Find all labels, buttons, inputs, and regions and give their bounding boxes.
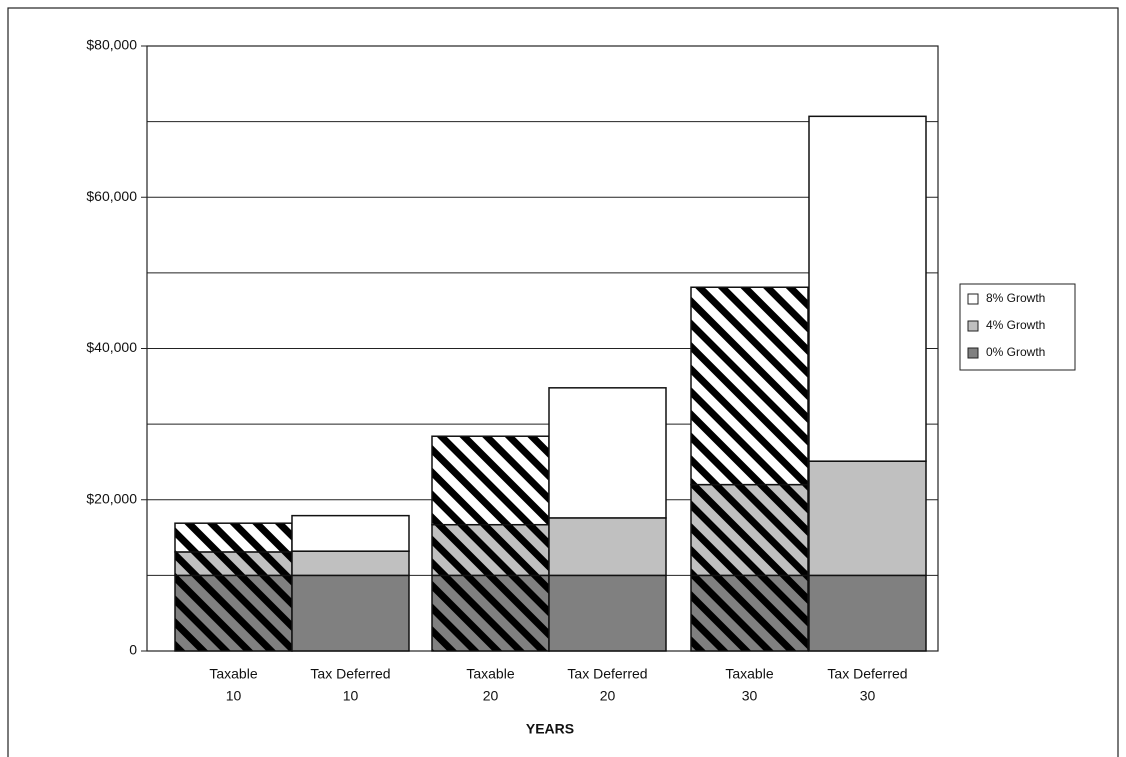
x-tick-label: 10 (343, 688, 359, 704)
x-tick-label: Tax Deferred (827, 666, 907, 682)
y-tick-label: 0 (129, 642, 137, 658)
x-tick-label: Tax Deferred (310, 666, 390, 682)
x-tick-label: 20 (483, 688, 499, 704)
bar-segment (174, 522, 293, 553)
legend-label: 0% Growth (986, 345, 1045, 359)
bar-segment (431, 435, 550, 526)
y-tick-label: $20,000 (86, 490, 137, 506)
bar-segment (291, 514, 410, 552)
bar-segment (291, 550, 410, 577)
bar-segment (808, 115, 927, 462)
legend-swatch (967, 347, 979, 359)
bar-segment (808, 574, 927, 652)
x-axis-title: YEARS (526, 721, 574, 737)
y-tick-label: $60,000 (86, 188, 137, 204)
frame (7, 7, 1119, 757)
bar-segment (431, 574, 550, 652)
x-tick-label: Tax Deferred (567, 666, 647, 682)
legend-swatch (967, 293, 979, 305)
bar-segment (174, 574, 293, 652)
bar-segment (690, 483, 809, 577)
x-tick-label: 30 (742, 688, 758, 704)
x-tick-label: Taxable (209, 666, 257, 682)
bar-segment (548, 517, 667, 577)
y-tick-label: $80,000 (86, 37, 137, 53)
bar-segment (548, 574, 667, 652)
x-tick-label: Taxable (466, 666, 514, 682)
bar-segment (548, 387, 667, 519)
x-tick-label: 30 (860, 688, 876, 704)
x-tick-label: 10 (226, 688, 242, 704)
legend-label: 8% Growth (986, 291, 1045, 305)
bar-segment (174, 551, 293, 577)
x-tick-label: 20 (600, 688, 616, 704)
x-tick-label: Taxable (725, 666, 773, 682)
bar-segment (431, 523, 550, 577)
legend-swatch (967, 320, 979, 332)
legend-box (959, 283, 1076, 371)
bar-segment (690, 286, 809, 486)
y-tick-label: $40,000 (86, 339, 137, 355)
bar-segment (690, 574, 809, 652)
legend-label: 4% Growth (986, 318, 1045, 332)
bar-segment (291, 574, 410, 652)
bar-segment (808, 460, 927, 577)
